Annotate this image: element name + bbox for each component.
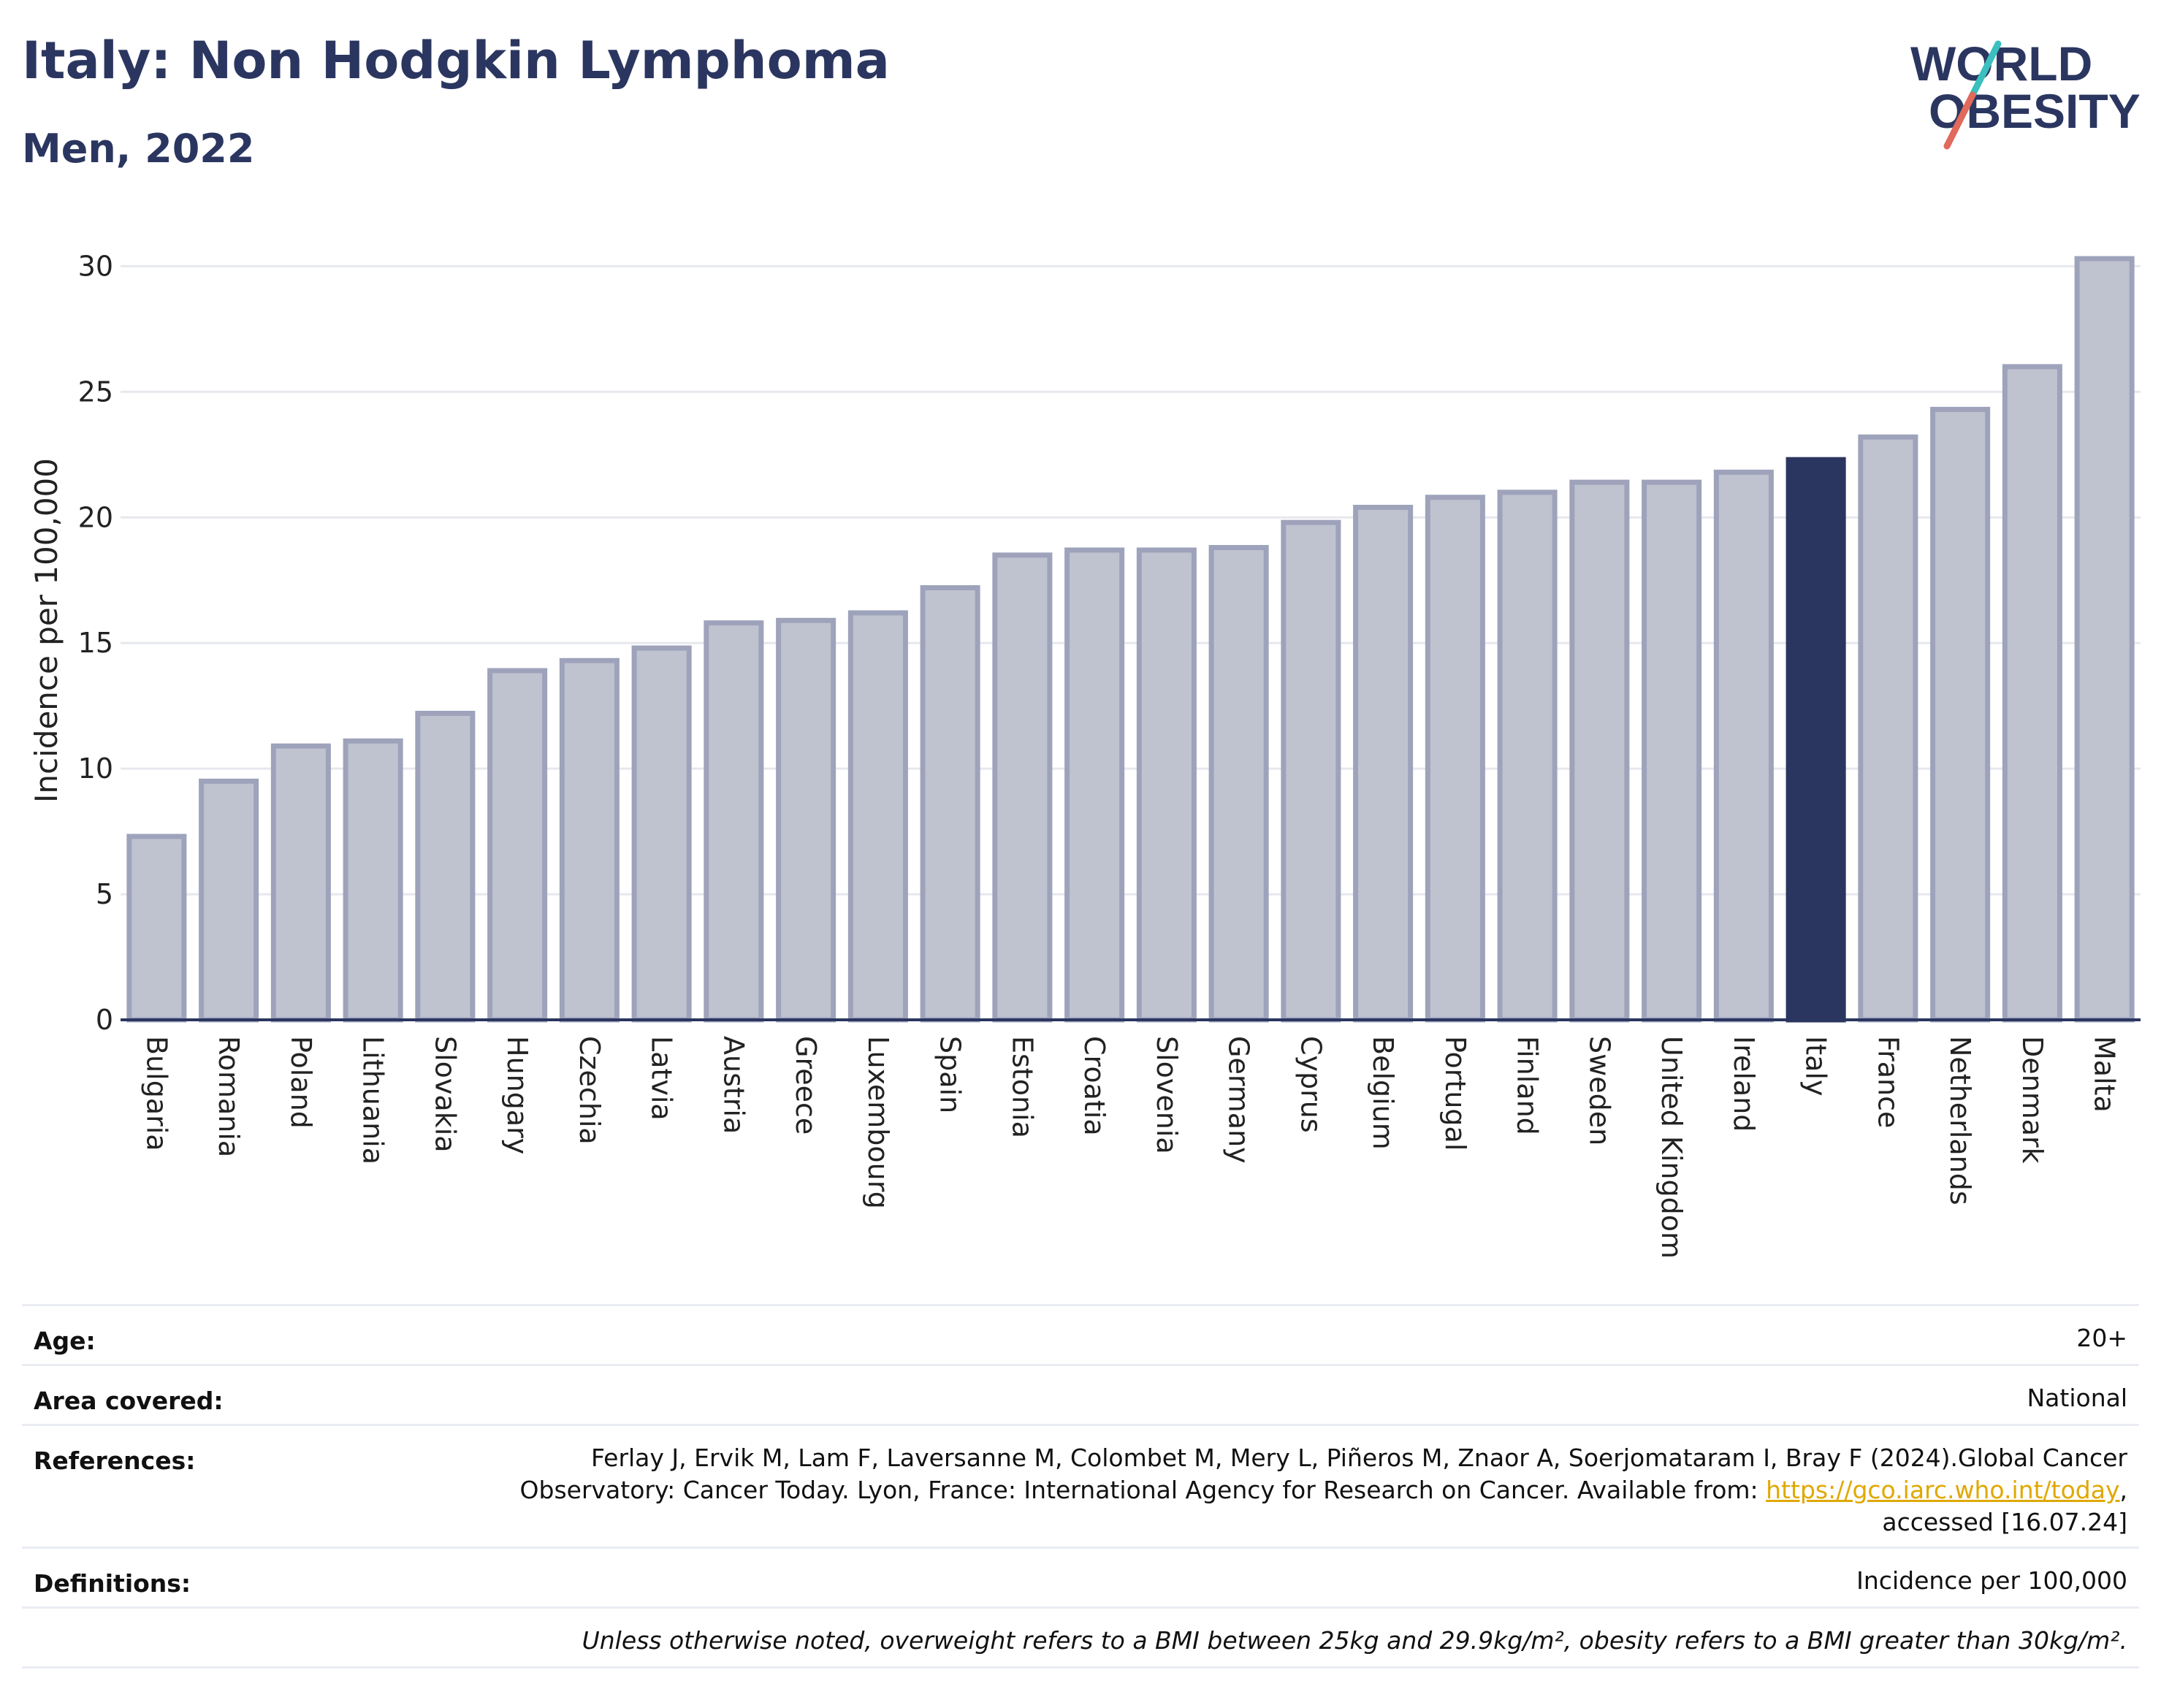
bar (270, 743, 331, 1023)
logo-slash-teal (1969, 40, 2002, 99)
x-tick-label: Netherlands (1944, 1036, 1976, 1205)
x-tick-label: Hungary (501, 1036, 533, 1154)
references-label: References: (34, 1446, 196, 1475)
info-bottom-divider (22, 1666, 2139, 1669)
y-tick-label: 10 (78, 752, 113, 785)
info-row-definitions: Definitions: Incidence per 100,000 (22, 1547, 2139, 1609)
bar-highlight (1785, 457, 1846, 1023)
bar (199, 778, 259, 1023)
bar (1208, 545, 1269, 1023)
x-tick-label: Belgium (1367, 1036, 1399, 1150)
bar (126, 834, 187, 1023)
x-tick-label: Spain (934, 1036, 967, 1113)
references-line2-tail: , (2119, 1476, 2128, 1504)
bar (1569, 479, 1630, 1023)
x-tick-label: Italy (1800, 1036, 1832, 1096)
bar (1136, 547, 1197, 1023)
bar (992, 552, 1053, 1023)
tick-labels: 0 5 10 15 20 25 30 Bulgaria Romania Poland Lithuan… (28, 250, 2121, 1259)
bar (1858, 434, 1918, 1023)
y-tick-label: 30 (78, 250, 113, 282)
references-line3: accessed [16.07.24] (1882, 1508, 2127, 1536)
x-tick-label: United Kingdom (1655, 1036, 1688, 1259)
bar (920, 585, 980, 1023)
info-row-age: Age: 20+ (22, 1304, 2139, 1366)
y-tick-label: 15 (78, 627, 113, 659)
area-value: National (2027, 1384, 2127, 1412)
x-tick-label: Germany (1223, 1036, 1255, 1164)
x-tick-label: Romania (213, 1036, 245, 1157)
info-row-references: References: Ferlay J, Ervik M, Lam F, La… (22, 1424, 2139, 1549)
x-tick-label: Sweden (1583, 1036, 1615, 1145)
definitions-label: Definitions: (34, 1569, 191, 1598)
references-link[interactable]: https://gco.iarc.who.int/today (1766, 1476, 2120, 1504)
x-tick-label: Luxembourg (862, 1036, 894, 1209)
age-value: 20+ (2076, 1324, 2127, 1352)
y-tick-label: 0 (96, 1004, 113, 1036)
references-line1: Ferlay J, Ervik M, Lam F, Laversanne M, … (590, 1444, 2127, 1472)
bar (1642, 479, 1702, 1023)
bar (1064, 547, 1125, 1023)
x-tick-label: Cyprus (1295, 1036, 1327, 1133)
x-tick-label: Greece (790, 1036, 822, 1135)
bar (1497, 489, 1558, 1023)
x-tick-label: Austria (717, 1036, 750, 1134)
x-tick-label: Slovakia (429, 1036, 461, 1153)
bar (415, 710, 476, 1023)
logo-slash-red (1943, 91, 1976, 150)
x-tick-label: Slovenia (1151, 1036, 1183, 1154)
info-table: Age: 20+ Area covered: National Referenc… (22, 1304, 2139, 1684)
bar (1353, 505, 1414, 1023)
bar-chart: 0 5 10 15 20 25 30 Bulgaria Romania Poland Lithuan… (28, 250, 2141, 1259)
x-tick-label: France (1872, 1036, 1904, 1128)
references-line2: Observatory: Cancer Today. Lyon, France:… (447, 1474, 2127, 1506)
info-row-note: Unless otherwise noted, overweight refer… (22, 1606, 2139, 1669)
info-row-area: Area covered: National (22, 1364, 2139, 1426)
bar (2002, 364, 2062, 1023)
x-tick-label: Malta (2089, 1036, 2121, 1113)
x-tick-label: Estonia (1006, 1036, 1038, 1138)
references-line2-text: Observatory: Cancer Today. Lyon, France:… (519, 1476, 1758, 1504)
bar (1930, 406, 1991, 1023)
x-tick-label: Bulgaria (140, 1036, 172, 1151)
bmi-note: Unless otherwise noted, overweight refer… (582, 1626, 2127, 1655)
bar (1713, 469, 1774, 1023)
age-label: Age: (34, 1327, 96, 1355)
bar (343, 738, 403, 1023)
x-tick-label: Czechia (573, 1036, 606, 1145)
x-tick-label: Ireland (1728, 1036, 1760, 1132)
bar (1281, 519, 1341, 1023)
x-tick-label: Denmark (2016, 1036, 2048, 1164)
x-tick-label: Latvia (646, 1036, 678, 1121)
bar (704, 620, 764, 1023)
references-value: Ferlay J, Ervik M, Lam F, Laversanne M, … (447, 1442, 2127, 1539)
bar (487, 668, 548, 1023)
x-tick-label: Poland (285, 1036, 317, 1129)
x-tick-label: Croatia (1078, 1036, 1110, 1136)
logo-line1: WORLD (1910, 37, 2092, 91)
x-tick-label: Lithuania (357, 1036, 389, 1164)
y-axis-title: Incidence per 100,000 (28, 458, 64, 803)
bar (847, 610, 908, 1023)
page-subtitle: Men, 2022 (22, 126, 255, 172)
world-obesity-logo: WORLD OBESITY (1910, 37, 2141, 150)
bar (2074, 256, 2135, 1023)
x-tick-label: Portugal (1439, 1036, 1471, 1151)
x-tick-label: Finland (1512, 1036, 1544, 1135)
bars (126, 256, 2135, 1023)
area-label: Area covered: (34, 1387, 224, 1415)
bar (631, 645, 692, 1023)
y-tick-label: 25 (78, 375, 113, 408)
y-tick-label: 20 (78, 501, 113, 533)
bar (559, 657, 620, 1023)
y-tick-label: 5 (96, 878, 113, 910)
page-title: Italy: Non Hodgkin Lymphoma (22, 31, 890, 91)
bar (1425, 495, 1485, 1023)
bar (776, 617, 836, 1023)
definitions-value: Incidence per 100,000 (1856, 1566, 2127, 1595)
